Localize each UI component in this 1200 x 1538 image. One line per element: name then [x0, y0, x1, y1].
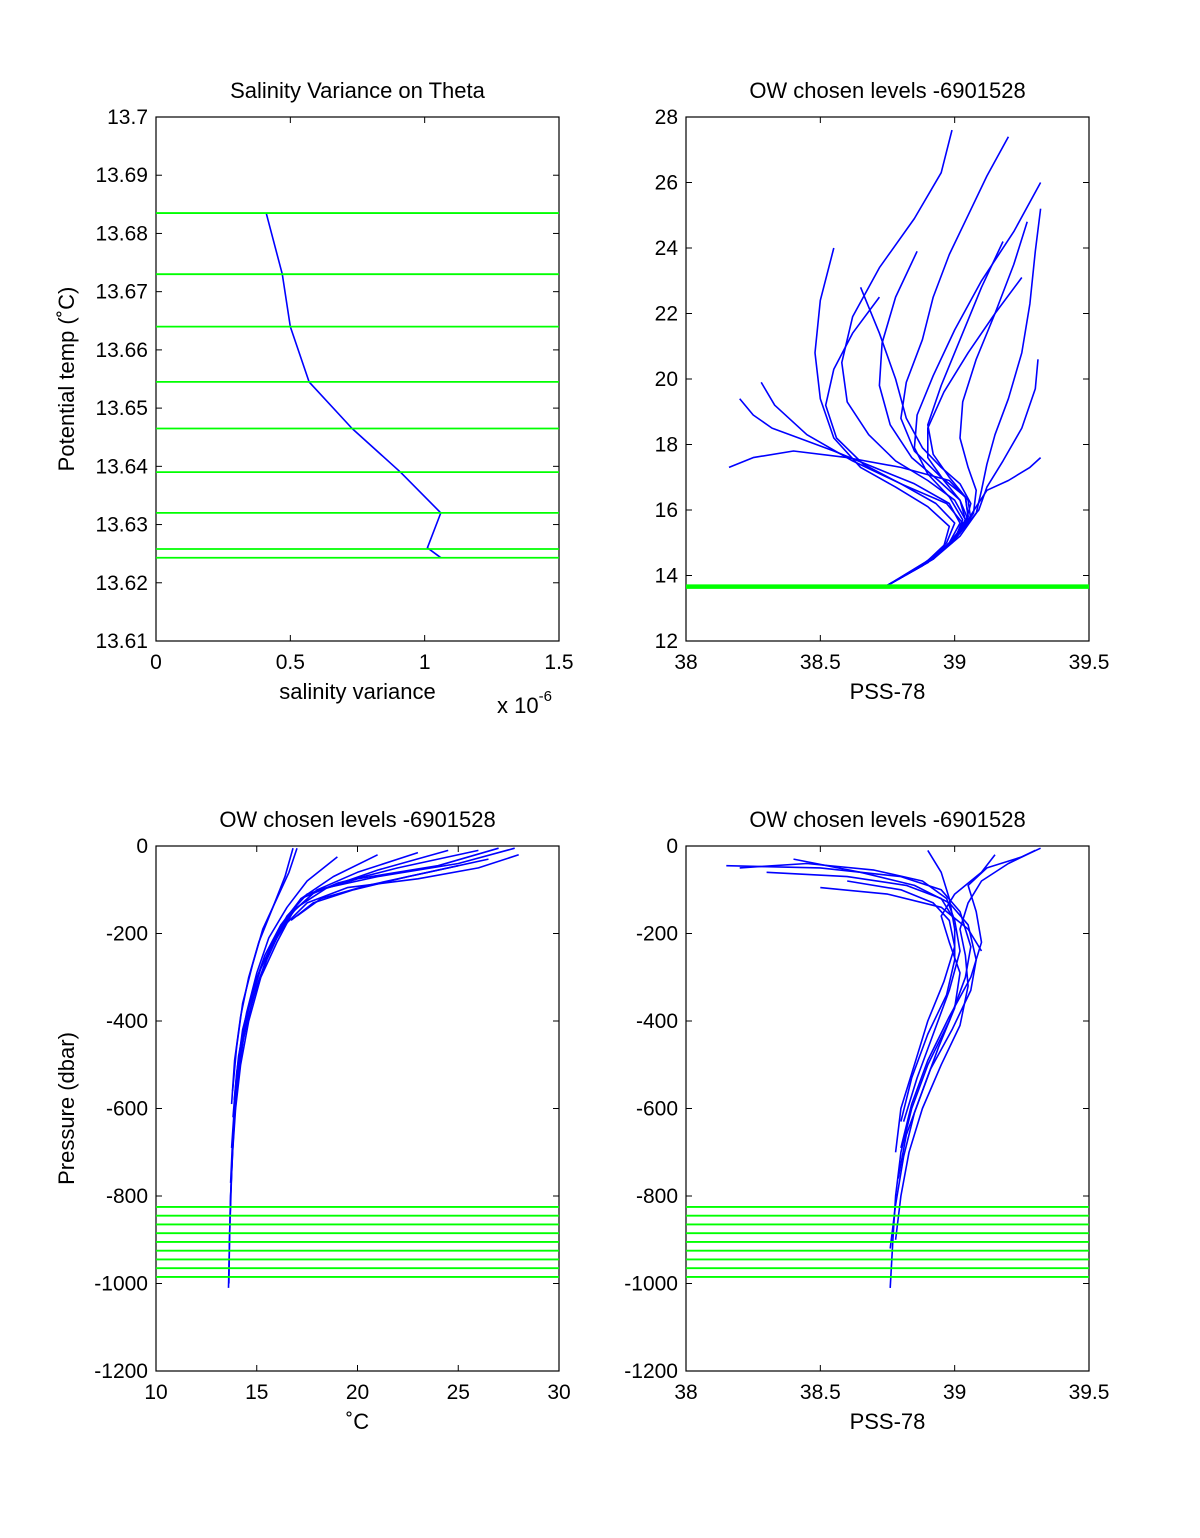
y-tick-label: -400: [106, 1010, 148, 1033]
y-tick-label: -400: [636, 1010, 678, 1033]
x-tick-label: 39.5: [1069, 1381, 1110, 1404]
x-tick-label: 39: [943, 1381, 966, 1404]
y-tick-label: -200: [636, 923, 678, 946]
y-tick-label: -1000: [624, 1273, 678, 1296]
y-tick-label: 13.67: [95, 281, 148, 304]
x-tick-label: 1.5: [544, 651, 573, 674]
y-tick-label: 13.61: [95, 630, 148, 653]
x-axis-label: salinity variance: [279, 679, 436, 704]
y-tick-label: 14: [655, 565, 679, 588]
x-tick-label: 38: [674, 651, 697, 674]
x-tick-label: 25: [447, 1381, 470, 1404]
y-tick-label: 13.66: [95, 339, 148, 362]
y-tick-label: 18: [655, 434, 678, 457]
y-tick-label: 22: [655, 303, 678, 326]
y-tick-label: 16: [655, 499, 678, 522]
multiplier-base: x 10: [497, 693, 539, 718]
x-axis-label: PSS-78: [850, 1409, 926, 1434]
x-tick-label: 15: [245, 1381, 268, 1404]
y-tick-label: 13.69: [95, 164, 148, 187]
y-tick-label: -200: [106, 923, 148, 946]
x-tick-label: 38.5: [800, 651, 841, 674]
y-tick-label: 28: [655, 106, 678, 129]
chart-panel-1: 0 0.5 1 1.5 13.61 13.62 13.63 13.64 13.65 13.66 13…: [54, 78, 574, 718]
series-line-10: [268, 854, 519, 952]
series-line-16: [824, 296, 956, 586]
data-layer: [686, 847, 1089, 1288]
y-tick-label: 26: [655, 172, 678, 195]
y-tick-label: 13.64: [95, 455, 148, 478]
y-tick-label: -600: [636, 1098, 678, 1121]
plot-area: [685, 116, 1090, 642]
series-line-7: [233, 856, 338, 1100]
y-tick-label: -1000: [94, 1273, 148, 1296]
plot-area: [685, 845, 1090, 1372]
y-tick-label: 0: [136, 835, 148, 858]
chart-panel-2: 38 38.5 39 39.5 12 14 16 18 20 22 24 26 28 OW chosen …: [655, 78, 1110, 704]
x-tick-label: 10: [144, 1381, 167, 1404]
y-axis-label: Pressure (dbar): [54, 1032, 79, 1185]
y-axis-label: Potential temp (˚C): [54, 287, 79, 472]
chart-title: Salinity Variance on Theta: [230, 78, 486, 103]
series-line-10: [820, 886, 983, 952]
series-line-3: [887, 208, 1042, 586]
x-tick-label: 39: [943, 651, 966, 674]
y-tick-label: -600: [106, 1098, 148, 1121]
series-line-6: [900, 849, 956, 1122]
x-tick-label: 20: [346, 1381, 369, 1404]
series-line-9: [739, 862, 956, 921]
y-tick-label: 13.62: [95, 572, 148, 595]
y-tick-label: -1200: [624, 1360, 678, 1383]
x-axis-multiplier: x 10-6: [497, 688, 552, 718]
data-layer: [686, 129, 1089, 589]
x-tick-label: 38.5: [800, 1381, 841, 1404]
series-line-3: [894, 849, 1036, 1240]
plot-area: [155, 845, 560, 1372]
x-axis-label: PSS-78: [850, 679, 926, 704]
series-line-7: [847, 880, 956, 1153]
series-line-12: [290, 864, 459, 922]
series-line-5: [766, 871, 961, 1122]
plot-area: [155, 116, 560, 642]
x-tick-label: 39.5: [1069, 651, 1110, 674]
y-tick-label: -800: [106, 1185, 148, 1208]
x-tick-label: 0: [150, 651, 162, 674]
series-line-4: [897, 854, 996, 1179]
y-tick-label: 12: [655, 630, 678, 653]
y-tick-label: 13.65: [95, 397, 148, 420]
series-line-9: [230, 847, 294, 1105]
chart-panel-3: 10 15 20 25 30 -1200 -1000 -800 -600 -400 -200 0 OW …: [54, 807, 571, 1434]
data-layer: [156, 212, 559, 559]
y-tick-label: 13.68: [95, 222, 148, 245]
series-line-1: [726, 864, 972, 1288]
x-tick-label: 0.5: [276, 651, 305, 674]
y-tick-label: -800: [636, 1185, 678, 1208]
chart-title: OW chosen levels -6901528: [219, 807, 495, 832]
series-line-2: [793, 858, 978, 1249]
y-tick-label: 13.7: [107, 106, 148, 129]
y-tick-label: 0: [666, 835, 678, 858]
chart-panel-4: 38 38.5 39 39.5 -1200 -1000 -800 -600 -400 -200 0 O…: [624, 807, 1109, 1434]
chart-title: OW chosen levels -6901528: [749, 78, 1025, 103]
x-axis-label: ˚C: [346, 1409, 369, 1434]
y-tick-label: 13.63: [95, 514, 148, 537]
data-layer: [156, 847, 559, 1288]
x-tick-label: 1: [419, 651, 431, 674]
x-tick-label: 30: [547, 1381, 570, 1404]
y-tick-label: 20: [655, 368, 678, 391]
x-tick-label: 38: [674, 1381, 697, 1404]
y-tick-label: 24: [655, 237, 679, 260]
y-tick-label: -1200: [94, 1360, 148, 1383]
multiplier-exponent: -6: [539, 688, 552, 705]
series-line-15: [887, 277, 1023, 586]
chart-title: OW chosen levels -6901528: [749, 807, 1025, 832]
series-line-8: [900, 847, 1041, 1149]
